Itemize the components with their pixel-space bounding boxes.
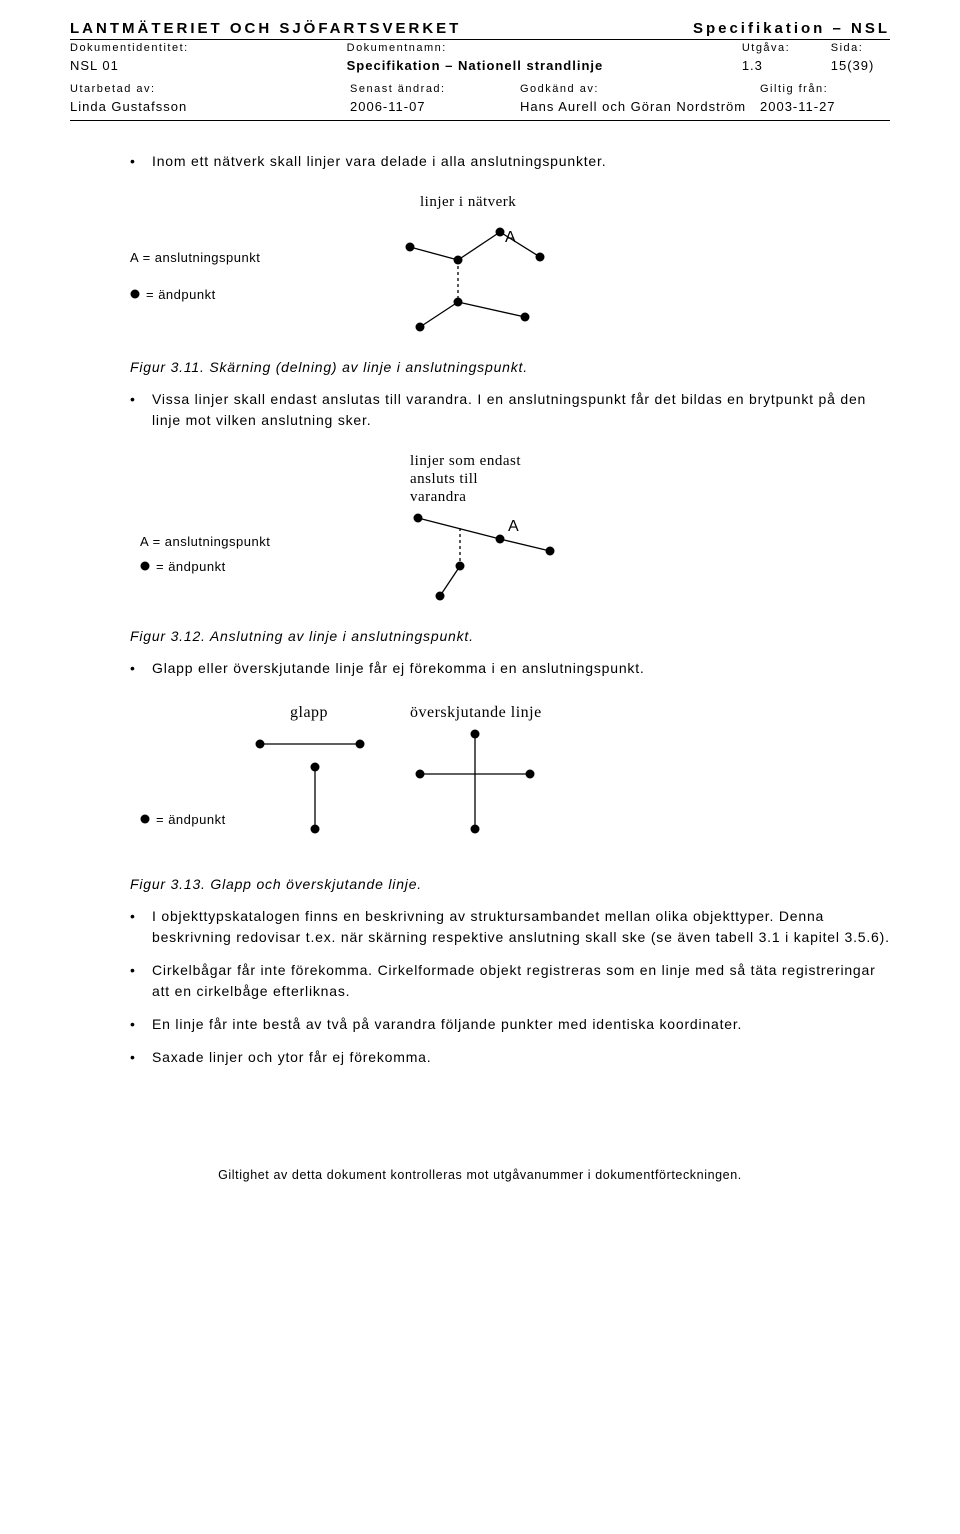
val-approved: Hans Aurell och Göran Nordström bbox=[520, 97, 760, 116]
label-edition: Utgåva: bbox=[742, 40, 831, 56]
bullet-item: Saxade linjer och ytor får ej förekomma. bbox=[130, 1047, 890, 1068]
val-doc-name: Specifikation – Nationell strandlinje bbox=[347, 56, 742, 75]
fig3-legend-dot bbox=[141, 815, 150, 824]
label-valid-from: Giltig från: bbox=[760, 81, 880, 97]
figure-3: glapp överskjutande linje bbox=[130, 699, 890, 862]
header-separator bbox=[70, 120, 890, 121]
val-page: 15(39) bbox=[831, 56, 890, 75]
bullet-list-2: Vissa linjer skall endast anslutas till … bbox=[130, 389, 890, 431]
bullet-item: I objekttypskatalogen finns en beskrivni… bbox=[130, 906, 890, 948]
header-row-2-values: Linda Gustafsson 2006-11-07 Hans Aurell … bbox=[70, 97, 890, 116]
page: LANTMÄTERIET OCH SJÖFARTSVERKET Specifik… bbox=[0, 0, 960, 1212]
label-doc-name: Dokumentnamn: bbox=[347, 40, 574, 56]
header-org: LANTMÄTERIET OCH SJÖFARTSVERKET bbox=[70, 20, 461, 37]
fig1-dots bbox=[406, 228, 545, 332]
fig3-over-label: överskjutande linje bbox=[410, 704, 542, 721]
bullet-item: Vissa linjer skall endast anslutas till … bbox=[130, 389, 890, 431]
fig1-legend-end: = ändpunkt bbox=[146, 287, 216, 302]
label-changed: Senast ändrad: bbox=[350, 81, 520, 97]
caption-2: Figur 3.12. Anslutning av linje i anslut… bbox=[130, 628, 890, 644]
label-page: Sida: bbox=[831, 40, 890, 56]
fig2-legend-end: = ändpunkt bbox=[156, 559, 226, 574]
fig3-glapp-dots bbox=[256, 740, 365, 834]
fig3-glapp-lines bbox=[260, 744, 360, 829]
val-author: Linda Gustafsson bbox=[70, 97, 350, 116]
header-spec: Specifikation – NSL bbox=[693, 20, 890, 37]
figure-2-svg: linjer som endast ansluts till varandra … bbox=[130, 451, 730, 611]
fig2-t3: varandra bbox=[410, 489, 466, 505]
label-doc-id: Dokumentidentitet: bbox=[70, 40, 347, 56]
bullet-item: En linje får inte bestå av två på varand… bbox=[130, 1014, 890, 1035]
fig3-glapp-label: glapp bbox=[290, 704, 328, 721]
fig2-a-label: A bbox=[508, 518, 519, 535]
val-valid-from: 2003-11-27 bbox=[760, 97, 880, 116]
bullet-item: Cirkelbågar får inte förekomma. Cirkelfo… bbox=[130, 960, 890, 1002]
figure-3-svg: glapp överskjutande linje bbox=[130, 699, 730, 859]
fig3-over-lines bbox=[420, 734, 530, 829]
fig1-legend-dot bbox=[131, 290, 140, 299]
fig2-legend-a: A = anslutningspunkt bbox=[140, 534, 270, 549]
caption-1: Figur 3.11. Skärning (delning) av linje … bbox=[130, 359, 890, 375]
fig1-title: linjer i nätverk bbox=[420, 194, 516, 210]
bullet-list-4: I objekttypskatalogen finns en beskrivni… bbox=[130, 906, 890, 1068]
caption-3: Figur 3.13. Glapp och överskjutande linj… bbox=[130, 876, 890, 892]
fig2-dots bbox=[414, 514, 555, 601]
fig2-lines bbox=[418, 518, 550, 596]
figure-2: linjer som endast ansluts till varandra … bbox=[130, 451, 890, 614]
header-row-1-labels: Dokumentidentitet: Dokumentnamn: Utgåva:… bbox=[70, 40, 890, 56]
bullet-item: Inom ett nätverk skall linjer vara delad… bbox=[130, 151, 890, 172]
fig1-legend-a: A = anslutningspunkt bbox=[130, 250, 260, 265]
header-row-1-values: NSL 01 Specifikation – Nationell strandl… bbox=[70, 56, 890, 75]
fig3-legend-end: = ändpunkt bbox=[156, 812, 226, 827]
val-changed: 2006-11-07 bbox=[350, 97, 520, 116]
figure-1: linjer i nätverk A A = anslut bbox=[130, 192, 890, 345]
val-edition: 1.3 bbox=[742, 56, 831, 75]
page-footer: Giltighet av detta dokument kontrolleras… bbox=[70, 1168, 890, 1182]
figure-1-svg: linjer i nätverk A A = anslut bbox=[130, 192, 730, 342]
bullet-item: Glapp eller överskjutande linje får ej f… bbox=[130, 658, 890, 679]
fig1-lines bbox=[410, 232, 540, 327]
val-doc-id: NSL 01 bbox=[70, 56, 347, 75]
bullet-list-3: Glapp eller överskjutande linje får ej f… bbox=[130, 658, 890, 679]
header-top: LANTMÄTERIET OCH SJÖFARTSVERKET Specifik… bbox=[70, 20, 890, 40]
fig1-a-label: A bbox=[505, 229, 516, 246]
fig2-t2: ansluts till bbox=[410, 471, 478, 487]
label-approved: Godkänd av: bbox=[520, 81, 760, 97]
bullet-list-1: Inom ett nätverk skall linjer vara delad… bbox=[130, 151, 890, 172]
fig2-legend-dot bbox=[141, 562, 150, 571]
header-row-2-labels: Utarbetad av: Senast ändrad: Godkänd av:… bbox=[70, 81, 890, 97]
fig2-t1: linjer som endast bbox=[410, 453, 521, 469]
label-author: Utarbetad av: bbox=[70, 81, 350, 97]
